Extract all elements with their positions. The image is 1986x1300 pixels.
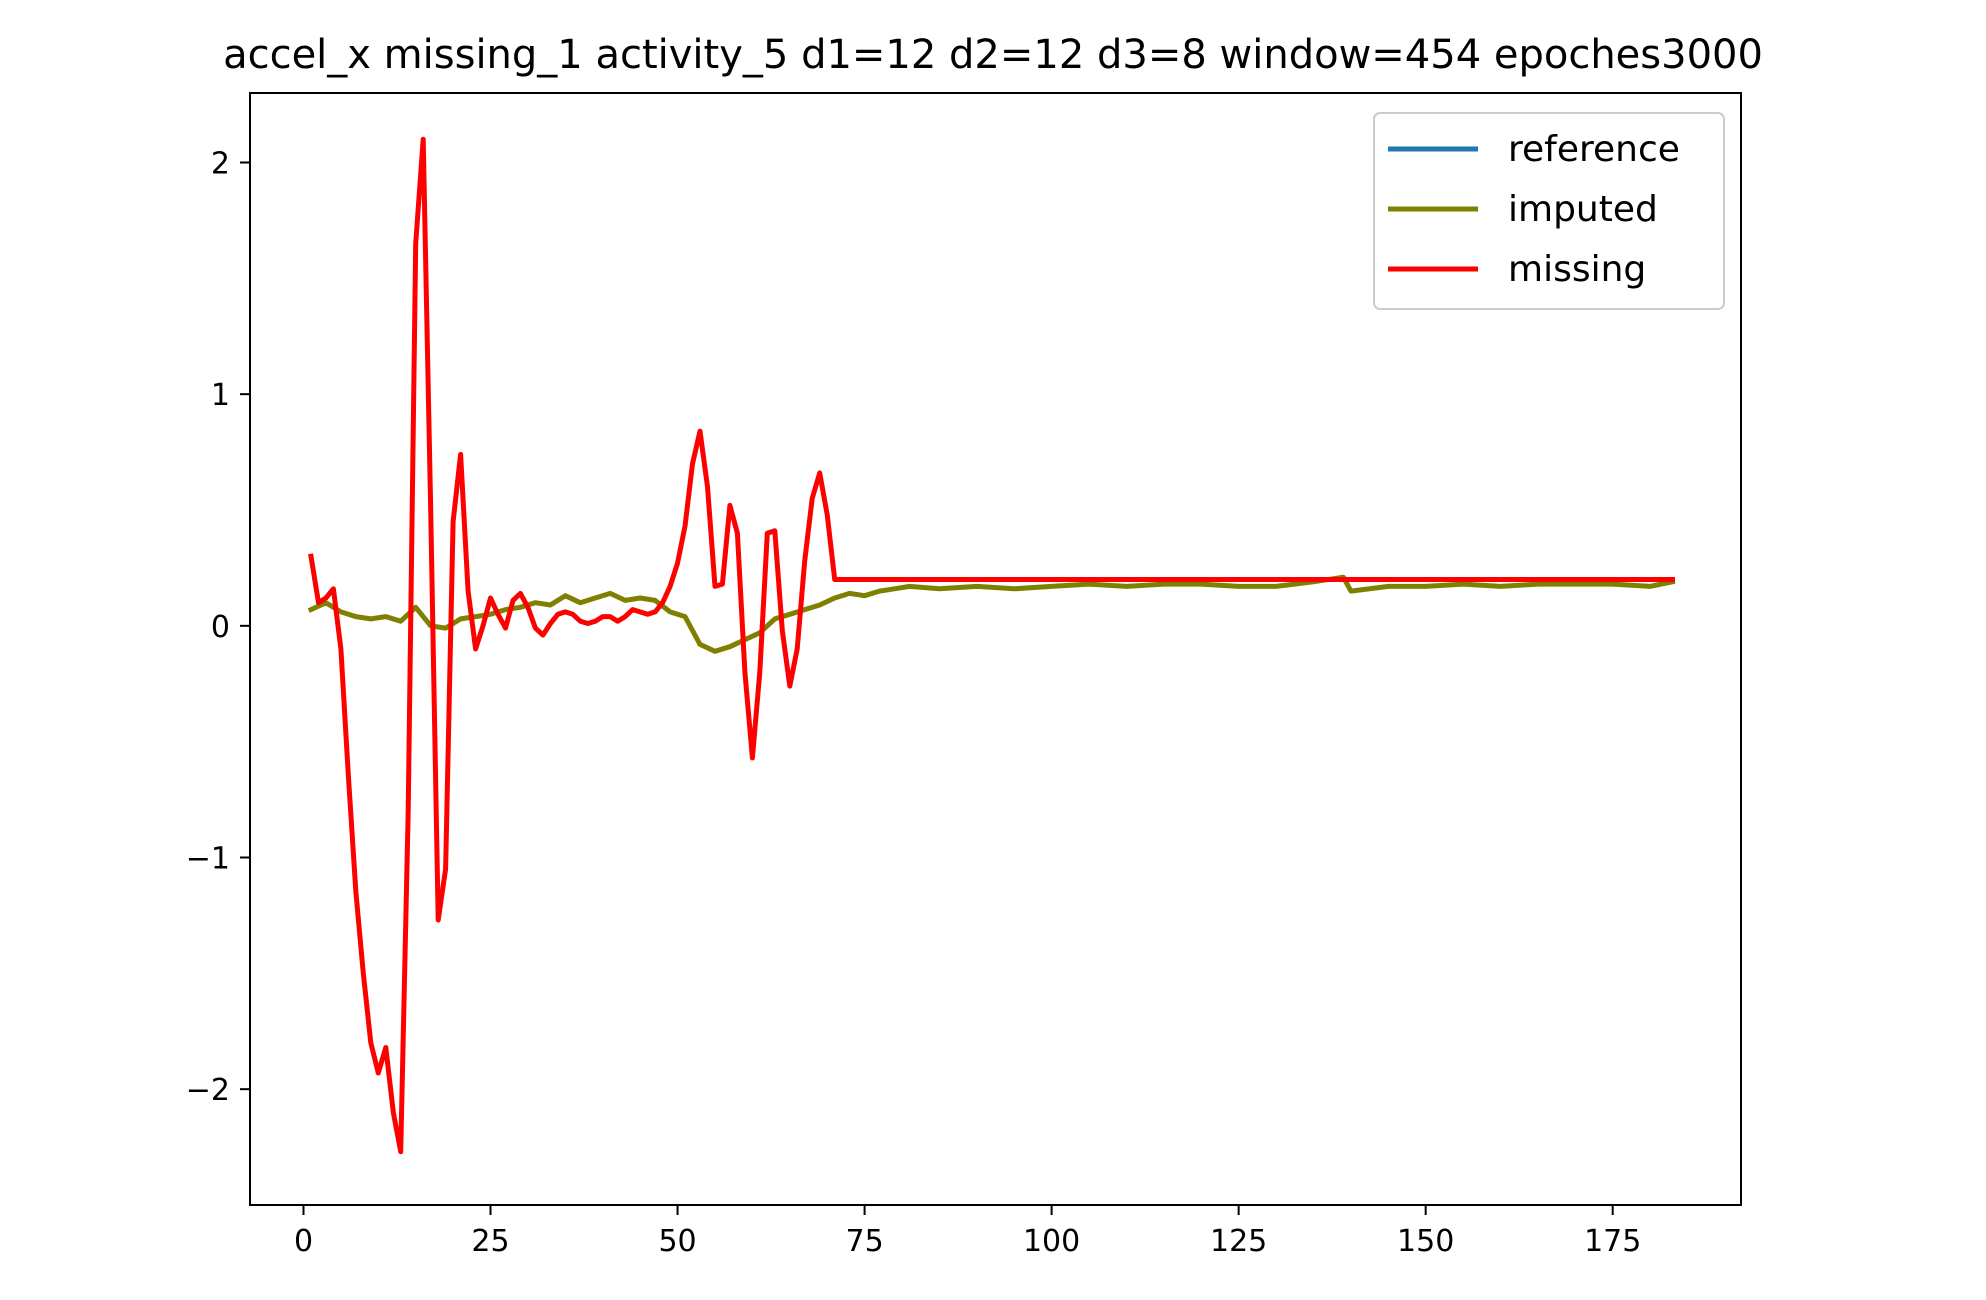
y-tick-label: 0: [211, 610, 230, 645]
series-layer: [307, 136, 1676, 1155]
x-tick-label: 0: [294, 1224, 313, 1259]
y-tick-label: 1: [211, 378, 230, 413]
x-tick-label: 50: [658, 1224, 696, 1259]
x-tick-label: 100: [1023, 1224, 1080, 1259]
legend-box: [1373, 112, 1725, 310]
x-tick-label: 150: [1397, 1224, 1454, 1259]
x-tick-label: 125: [1210, 1224, 1267, 1259]
chart-title: accel_x missing_1 activity_5 d1=12 d2=12…: [223, 32, 1763, 78]
legend-label-imputed: imputed: [1508, 189, 1658, 230]
y-tick-label: 2: [211, 147, 230, 182]
legend-label-missing: missing: [1508, 249, 1646, 290]
x-tick-label: 25: [471, 1224, 509, 1259]
legend-label-reference: reference: [1508, 129, 1680, 170]
x-axis: 0 25 50 75 100 125 150 175: [294, 1205, 1641, 1259]
y-axis: −2 −1 0 1 2: [186, 147, 250, 1108]
plot-frame: [249, 92, 1742, 1206]
series-line-missing: [308, 136, 1675, 1155]
legend: reference imputed missing: [1373, 112, 1725, 310]
y-tick-label: −1: [186, 842, 230, 877]
x-tick-label: 175: [1584, 1224, 1641, 1259]
y-tick-label: −2: [186, 1073, 230, 1108]
x-tick-label: 75: [845, 1224, 883, 1259]
